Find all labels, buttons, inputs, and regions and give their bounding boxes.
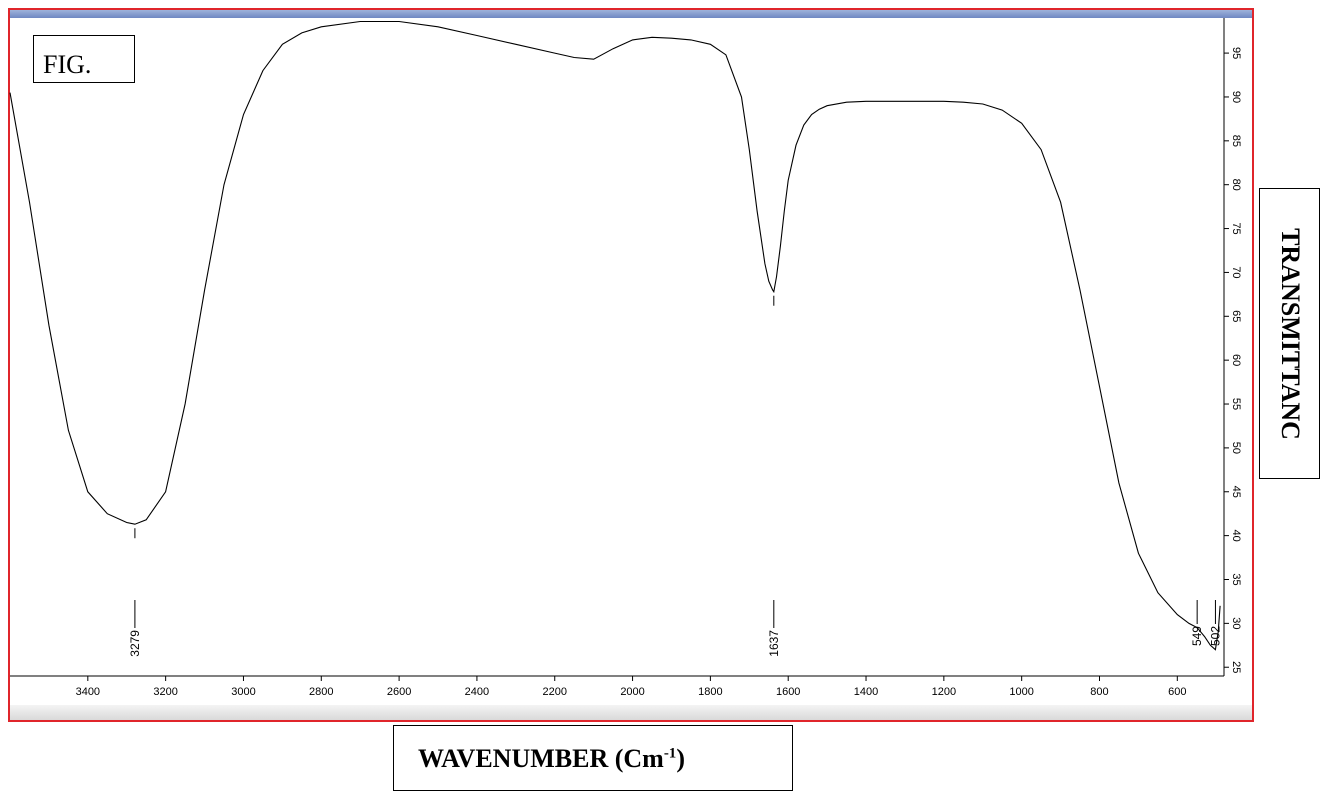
frame-bottom-bar [10, 705, 1252, 720]
peak-label: 502 [1208, 626, 1222, 646]
x-tick-label: 3000 [231, 686, 255, 698]
x-tick-label: 1800 [698, 686, 722, 698]
x-tick-label: 3200 [153, 686, 177, 698]
y-tick-label: 95 [1230, 47, 1242, 59]
x-tick-label: 1200 [932, 686, 956, 698]
y-tick-label: 65 [1230, 310, 1242, 322]
spectrum-line [9, 20, 1221, 651]
x-tick-label: 2800 [309, 686, 333, 698]
y-tick-label: 75 [1230, 222, 1242, 234]
y-tick-label: 70 [1230, 266, 1242, 278]
figure-label-box: FIG. [33, 35, 135, 83]
y-tick-label: 50 [1230, 442, 1242, 454]
y-tick-label: 60 [1230, 354, 1242, 366]
x-tick-label: 2400 [465, 686, 489, 698]
x-tick-label: 2000 [620, 686, 644, 698]
x-axis-label-close: ) [676, 744, 685, 773]
y-axis-label-box: TRANSMITTANC [1259, 188, 1320, 479]
y-axis-label: TRANSMITTANC [1275, 227, 1305, 440]
x-axis-label-exponent: -1 [663, 745, 677, 762]
x-tick-label: 1600 [776, 686, 800, 698]
y-tick-label: 30 [1230, 617, 1242, 629]
x-axis-label: WAVENUMBER (Cm-1) [418, 744, 685, 774]
x-tick-label: 2600 [387, 686, 411, 698]
x-axis-label-main: WAVENUMBER (Cm [418, 744, 664, 773]
y-tick-label: 55 [1230, 398, 1242, 410]
x-axis-label-box: WAVENUMBER (Cm-1) [393, 725, 793, 791]
x-tick-label: 1000 [1009, 686, 1033, 698]
peak-label: 1637 [767, 630, 781, 657]
y-tick-label: 80 [1230, 179, 1242, 191]
y-tick-label: 25 [1230, 661, 1242, 673]
peak-label: 549 [1190, 626, 1204, 646]
chart-frame [8, 8, 1254, 722]
y-tick-label: 85 [1230, 135, 1242, 147]
x-tick-label: 800 [1090, 686, 1108, 698]
peak-label: 3279 [128, 630, 142, 657]
y-tick-label: 90 [1230, 91, 1242, 103]
y-tick-label: 35 [1230, 573, 1242, 585]
figure-label: FIG. [43, 50, 92, 79]
x-tick-label: 1400 [854, 686, 878, 698]
x-tick-label: 3400 [76, 686, 100, 698]
x-tick-label: 600 [1168, 686, 1186, 698]
x-tick-label: 2200 [543, 686, 567, 698]
frame-top-bar [10, 10, 1252, 18]
y-tick-label: 45 [1230, 486, 1242, 498]
y-tick-label: 40 [1230, 530, 1242, 542]
